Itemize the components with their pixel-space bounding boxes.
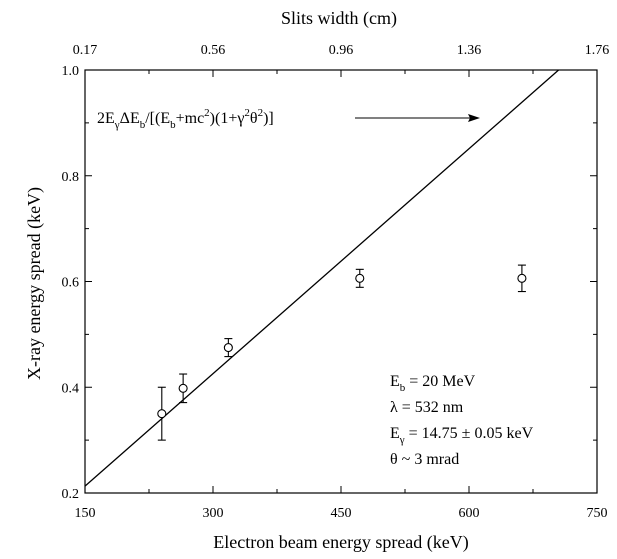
y-tick-label: 1.0 <box>62 64 80 79</box>
ticks: 150 300 450 600 750 0.17 0.56 0.96 1.36 1.76 0.2 0.… <box>62 43 610 521</box>
formula-part: ΔE <box>120 110 140 127</box>
data-point <box>178 373 188 404</box>
top-tick-label: 0.96 <box>329 43 354 58</box>
data-point <box>157 386 167 441</box>
formula-part: 2 <box>258 107 264 119</box>
formula-part: 2 <box>204 107 210 119</box>
formula-arrow-head <box>468 114 480 122</box>
param-subscript: b <box>400 382 406 394</box>
formula-part: )] <box>263 110 274 127</box>
x-tick-label: 150 <box>75 506 96 521</box>
param-value: = 20 MeV <box>405 373 475 390</box>
y-tick-label: 0.2 <box>62 487 80 502</box>
point-marker <box>157 409 167 419</box>
point-marker <box>517 273 527 283</box>
top-axis-title: Slits width (cm) <box>281 8 397 29</box>
x-tick-label: 450 <box>331 506 352 521</box>
param-symbol: E <box>390 373 400 390</box>
param-subscript: γ <box>399 434 405 446</box>
param-label: Eb = 20 MeV <box>390 373 476 394</box>
formula-label: 2EγΔEb/[(Eb+mc2)(1+γ2θ2)] <box>97 107 274 131</box>
axes: Electron beam energy spread (keV) Slits w… <box>24 8 598 553</box>
point-marker <box>223 343 233 353</box>
param-symbol: λ <box>390 399 398 416</box>
y-tick-label: 0.4 <box>62 381 80 396</box>
param-label: λ = 532 nm <box>390 399 464 416</box>
param-symbol: θ <box>390 451 398 468</box>
formula-part: b <box>140 119 146 131</box>
formula-part: )(1+γ <box>210 110 245 127</box>
top-tick-label: 1.36 <box>457 43 482 58</box>
param-value: = 14.75 ± 0.05 keV <box>405 425 534 442</box>
y-tick-label: 0.6 <box>62 276 80 291</box>
formula-part: γ <box>114 119 120 131</box>
data-point <box>223 338 233 358</box>
y-tick-label: 0.8 <box>62 170 80 185</box>
param-value: ~ 3 mrad <box>398 451 460 468</box>
point-marker <box>355 273 365 283</box>
param-value: = 532 nm <box>398 399 464 416</box>
formula-part: b <box>170 119 176 131</box>
data-point <box>355 268 365 288</box>
formula-part: 2 <box>244 107 250 119</box>
param-symbol: E <box>390 425 400 442</box>
x-tick-label: 750 <box>587 506 608 521</box>
formula-part: θ <box>250 110 258 127</box>
top-tick-label: 0.17 <box>73 43 98 58</box>
fit-line <box>84 69 560 487</box>
top-tick-label: 0.56 <box>201 43 226 58</box>
formula-part: /[(E <box>145 110 170 127</box>
param-label: Eγ = 14.75 ± 0.05 keV <box>390 425 534 446</box>
formula-part: 2E <box>97 110 115 127</box>
top-tick-label: 1.76 <box>585 43 610 58</box>
param-label: θ ~ 3 mrad <box>390 451 459 468</box>
y-axis-title: X-ray energy spread (keV) <box>24 187 45 380</box>
x-tick-label: 600 <box>459 506 480 521</box>
data-points <box>157 264 527 441</box>
point-marker <box>178 383 188 393</box>
x-axis-title: Electron beam energy spread (keV) <box>213 532 469 553</box>
x-tick-label: 300 <box>203 506 224 521</box>
fit-line-group <box>84 69 560 487</box>
data-point <box>517 264 527 293</box>
formula-part: +mc <box>176 110 205 127</box>
